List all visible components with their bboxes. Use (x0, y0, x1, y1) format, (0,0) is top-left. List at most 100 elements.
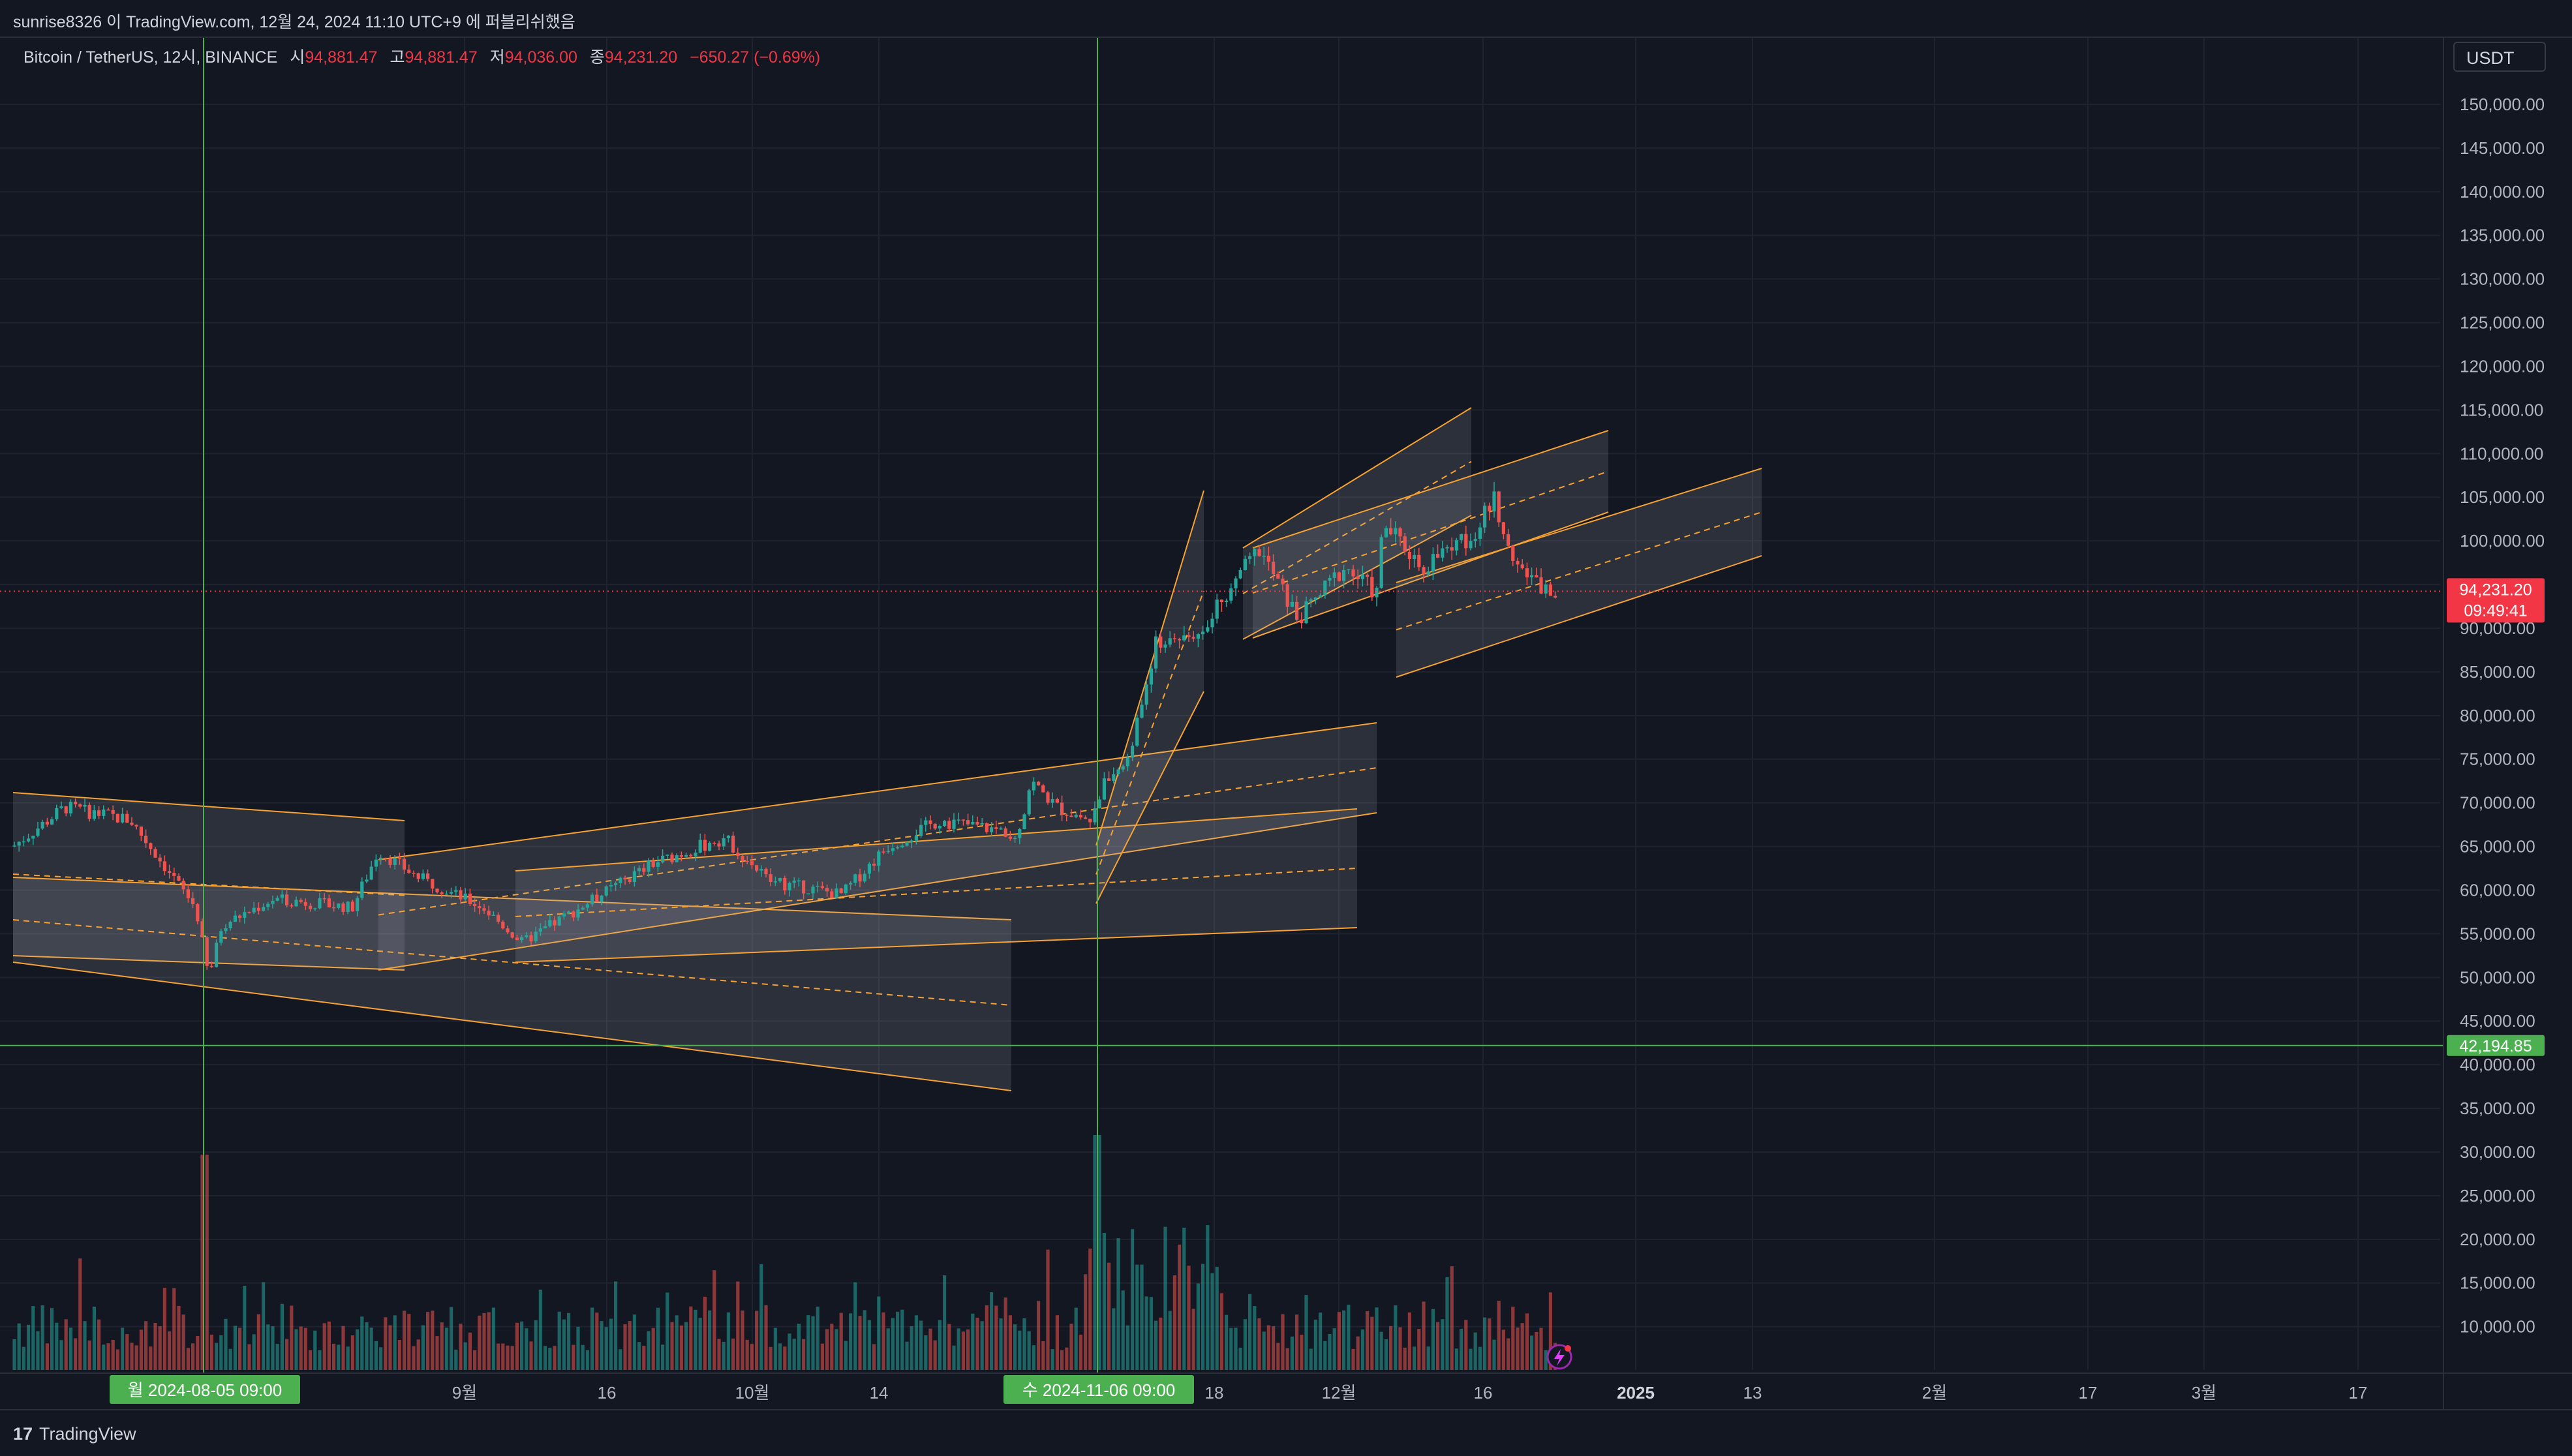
candle-body (1548, 584, 1552, 596)
candle-body (1554, 596, 1557, 598)
volume-bar (36, 1331, 40, 1370)
volume-bar (379, 1347, 383, 1370)
volume-bar (1060, 1350, 1064, 1370)
countdown-label: 09:49:41 (2464, 601, 2527, 620)
candle-body (1065, 815, 1069, 816)
hline-price-label: 42,194.85 (2459, 1037, 2532, 1055)
candle-body (722, 838, 726, 847)
candle-body (463, 893, 467, 900)
candle-body (1539, 577, 1543, 594)
candle-body (243, 912, 247, 918)
volume-bar (431, 1311, 435, 1370)
candle-body (900, 845, 904, 847)
candle-body (820, 886, 824, 888)
candle-body (1313, 597, 1317, 599)
candle-body (360, 881, 364, 898)
candle-body (1530, 575, 1534, 578)
candle-body (1238, 570, 1242, 579)
candle-body (106, 809, 110, 811)
volume-bar (933, 1340, 937, 1370)
currency-selector[interactable]: USDT (2453, 42, 2546, 72)
channel-lower (378, 812, 1377, 971)
volume-bars (12, 1135, 1557, 1370)
volume-bar (844, 1341, 848, 1370)
lightning-icon[interactable] (1546, 1344, 1572, 1370)
tradingview-brand[interactable]: 17 TradingView (13, 1424, 136, 1444)
candle-body (365, 879, 369, 882)
volume-bar (726, 1312, 730, 1370)
volume-bar (1520, 1323, 1524, 1370)
volume-bar (45, 1343, 49, 1370)
candle-body (736, 853, 740, 857)
volume-bar (31, 1306, 35, 1370)
candle-body (55, 808, 59, 819)
candle-body (17, 842, 21, 846)
volume-bar (1469, 1348, 1473, 1370)
candle-body (708, 842, 712, 851)
candle-body (97, 810, 101, 816)
candle-body (525, 935, 528, 937)
volume-bar (590, 1307, 594, 1370)
candle-body (581, 907, 585, 910)
current-price-label: 94,231.20 (2459, 581, 2532, 599)
candle-body (853, 874, 857, 883)
candle-body (877, 851, 881, 866)
channel-median (1396, 511, 1762, 631)
price-tick-label: 145,000.00 (2460, 138, 2545, 158)
candle-body (1093, 808, 1097, 823)
volume-bar (1219, 1293, 1223, 1370)
candle-body (773, 881, 777, 883)
volume-bar (632, 1314, 636, 1370)
candle-body (1436, 554, 1440, 558)
volume-bar (106, 1343, 110, 1370)
candle-body (661, 855, 665, 862)
volume-bar (1525, 1313, 1529, 1370)
candle-body (1149, 668, 1153, 685)
candle-body (468, 893, 472, 904)
candle-body (247, 912, 251, 913)
volume-bar (764, 1305, 768, 1370)
candle-body (717, 843, 721, 847)
volume-bar (858, 1316, 862, 1370)
candle-body (1389, 528, 1393, 535)
symbol-title[interactable]: Bitcoin / TetherUS, 12시, BINANCE (23, 48, 278, 67)
candle-body (666, 855, 669, 856)
volume-bar (1473, 1332, 1477, 1370)
volume-bar (961, 1331, 965, 1370)
candle-body (181, 881, 185, 890)
volume-bar (12, 1339, 16, 1370)
volume-bar (219, 1335, 223, 1370)
candle-body (356, 898, 360, 911)
candle-body (501, 921, 505, 929)
volume-bar (294, 1329, 298, 1370)
price-chart[interactable]: 150,000.00 145,000.00 140,000.00 135,000.00… (0, 0, 2572, 1409)
time-tick-label: 13 (1743, 1383, 1762, 1403)
volume-bar (759, 1264, 763, 1370)
volume-bar (1084, 1274, 1088, 1370)
time-tick-label: 16 (1474, 1383, 1493, 1403)
volume-bar (529, 1341, 533, 1370)
time-marker-right-label: 수 2024-11-06 09:00 (1022, 1380, 1176, 1400)
volume-bar (506, 1345, 510, 1370)
candle-body (172, 873, 176, 876)
candle-body (1460, 534, 1463, 540)
channel-median (1095, 590, 1204, 875)
volume-bar (1394, 1305, 1398, 1370)
volume-bar (943, 1275, 947, 1370)
volume-bar (17, 1323, 21, 1370)
volume-bar (778, 1343, 782, 1370)
volume-bar (158, 1326, 162, 1370)
volume-bar (224, 1318, 228, 1370)
volume-bar (416, 1339, 420, 1370)
candle-body (1201, 631, 1205, 635)
channel-upper (1252, 430, 1609, 549)
candle-body (87, 804, 91, 819)
candle-body (1450, 547, 1454, 551)
price-tick-label: 105,000.00 (2460, 487, 2545, 507)
volume-bar (1389, 1326, 1393, 1370)
volume-bar (1121, 1290, 1125, 1370)
candle-body (228, 922, 232, 928)
candle-body (168, 871, 172, 873)
volume-bar (802, 1339, 806, 1370)
volume-bar (243, 1286, 247, 1370)
